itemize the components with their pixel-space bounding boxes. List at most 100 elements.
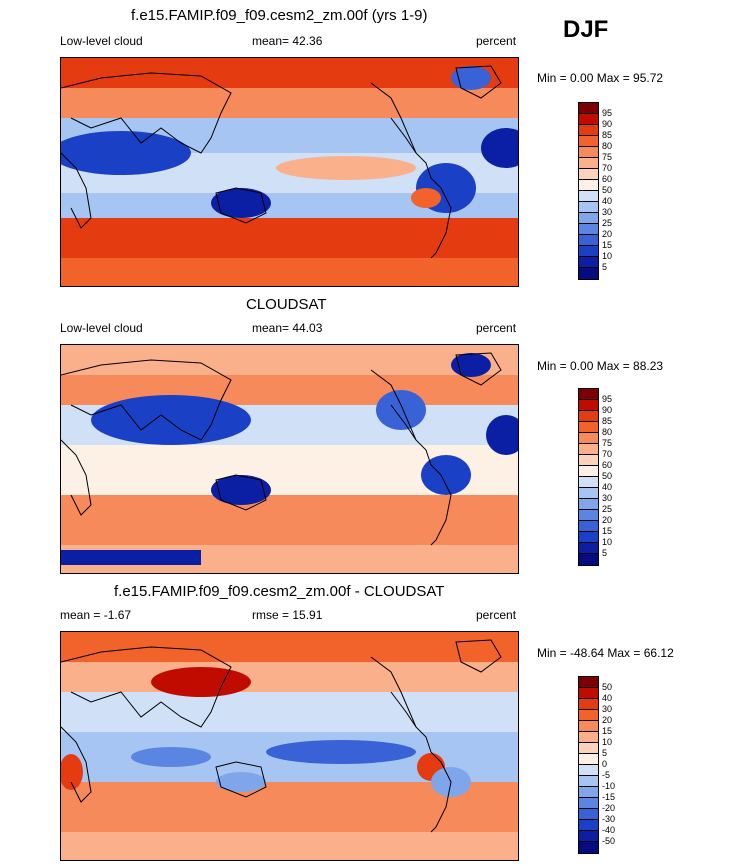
band-n-midlat <box>61 88 518 118</box>
panel-3-coastlines <box>61 639 502 833</box>
panel-3-rmse-label: rmse = 15.91 <box>252 608 323 622</box>
colorbar-tick-label: 10 <box>602 537 613 547</box>
panel-2-map <box>60 344 519 574</box>
blob-greenland <box>451 353 491 377</box>
coast-eurasia <box>61 359 232 441</box>
panel-3-field <box>61 632 518 860</box>
colorbar-tick-label: 80 <box>602 141 613 151</box>
band-southern <box>61 258 518 286</box>
panel-2-variable-label: Low-level cloud <box>60 321 143 335</box>
coast-africa <box>61 152 92 229</box>
colorbar-tick-label: 30 <box>602 207 613 217</box>
colorbar-tick-label: -40 <box>602 825 616 835</box>
blob-australia <box>211 475 271 505</box>
blob-siberia-pos <box>151 667 251 697</box>
panel-2-title: CLOUDSAT <box>246 296 327 313</box>
colorbar-tick-label: 75 <box>602 152 613 162</box>
coast-americas <box>370 656 452 833</box>
coast-eurasia <box>61 646 232 728</box>
colorbar-tick-label: 50 <box>602 185 613 195</box>
colorbar-tick-label: -15 <box>602 792 616 802</box>
coast-australia <box>215 474 267 511</box>
colorbar-tick-label: 30 <box>602 493 613 503</box>
season-label: DJF <box>563 16 609 43</box>
coast-eurasia <box>61 72 232 154</box>
blob-indian-neg <box>131 747 211 767</box>
colorbar-tick-label: 60 <box>602 174 613 184</box>
colorbar-tick-label: 75 <box>602 438 613 448</box>
panel-3-map-svg <box>61 632 518 860</box>
colorbar-tick-label: 20 <box>602 515 613 525</box>
blob-africa-pos <box>61 754 83 790</box>
coast-australia <box>215 187 267 224</box>
colorbar-tick-label: 90 <box>602 119 613 129</box>
colorbar-tick-label: 15 <box>602 726 613 736</box>
panel-2-map-svg <box>61 345 518 573</box>
colorbar-tick-label: 90 <box>602 405 613 415</box>
coast-australia <box>215 761 267 798</box>
colorbar-tick-label: 25 <box>602 504 613 514</box>
colorbar-tick-label: 40 <box>602 482 613 492</box>
colorbar-tick-label: 30 <box>602 704 613 714</box>
blob-peru-stratus <box>411 188 441 208</box>
coast-africa <box>61 439 92 516</box>
colorbar-tick-label: 40 <box>602 693 613 703</box>
panel-2-field <box>61 345 518 573</box>
band-n-midlat <box>61 662 518 692</box>
colorbar-tick-label: 5 <box>602 548 608 558</box>
colorbar-tick-label: 10 <box>602 251 613 261</box>
blob-australia <box>211 188 271 218</box>
colorbar-tick-label: -5 <box>602 770 611 780</box>
colorbar-tick-label: 80 <box>602 427 613 437</box>
colorbar-tick-label: 85 <box>602 130 613 140</box>
colorbar-tick-label: 20 <box>602 229 613 239</box>
colorbar-tick-label: 85 <box>602 416 613 426</box>
panel-3-title: f.e15.FAMIP.f09_f09.cesm2_zm.00f - CLOUD… <box>114 583 445 600</box>
panel-3-map <box>60 631 519 861</box>
colorbar-swatch <box>578 841 599 854</box>
blob-pacific-neg <box>266 740 416 764</box>
blob-australia-neg <box>216 772 266 792</box>
coast-americas <box>370 82 452 259</box>
panel-1-mean-label: mean= 42.36 <box>252 34 323 48</box>
band-arctic <box>61 632 518 662</box>
colorbar-swatch <box>578 267 599 280</box>
colorbar-tick-label: 40 <box>602 196 613 206</box>
blob-pacific-dry <box>276 156 416 180</box>
panel-3-units-label: percent <box>476 608 517 622</box>
panel-1-field <box>61 58 518 286</box>
blob-sa-dry <box>421 455 471 495</box>
blob-africa-dry <box>61 131 191 175</box>
band-subtropics-n <box>61 692 518 732</box>
panel-1-minmax-label: Min = 0.00 Max = 95.72 <box>537 71 664 85</box>
blob-atlantic-dry <box>486 415 518 455</box>
coast-greenland <box>455 352 502 386</box>
blob-na-dry <box>376 390 426 430</box>
blob-greenland <box>451 66 491 90</box>
panel-1-units-label: percent <box>476 34 517 48</box>
colorbar-tick-label: 25 <box>602 218 613 228</box>
colorbar-tick-label: 10 <box>602 737 613 747</box>
coast-greenland <box>455 639 502 673</box>
colorbar-tick-label: 50 <box>602 682 613 692</box>
colorbar-tick-label: -20 <box>602 803 616 813</box>
colorbar-tick-label: -30 <box>602 814 616 824</box>
blob-asia-dry <box>91 395 251 445</box>
panel-3-minmax-label: Min = -48.64 Max = 66.12 <box>537 646 674 660</box>
colorbar-tick-label: 15 <box>602 240 613 250</box>
colorbar-swatch <box>578 553 599 566</box>
band-arctic <box>61 345 518 375</box>
panel-2-coastlines <box>61 352 502 546</box>
colorbar-tick-label: 95 <box>602 394 613 404</box>
panel-2-units-label: percent <box>476 321 517 335</box>
band-arctic <box>61 58 518 88</box>
colorbar-tick-label: 5 <box>602 262 608 272</box>
panel-1-coastlines <box>61 65 502 259</box>
panel-1-title: f.e15.FAMIP.f09_f09.cesm2_zm.00f (yrs 1-… <box>131 7 428 24</box>
panel-1-map-svg <box>61 58 518 286</box>
panel-1-map <box>60 57 519 287</box>
colorbar-tick-label: 70 <box>602 449 613 459</box>
blob-atlantic-dry <box>481 128 518 168</box>
band-s-midlat <box>61 495 518 545</box>
colorbar-tick-label: 60 <box>602 460 613 470</box>
